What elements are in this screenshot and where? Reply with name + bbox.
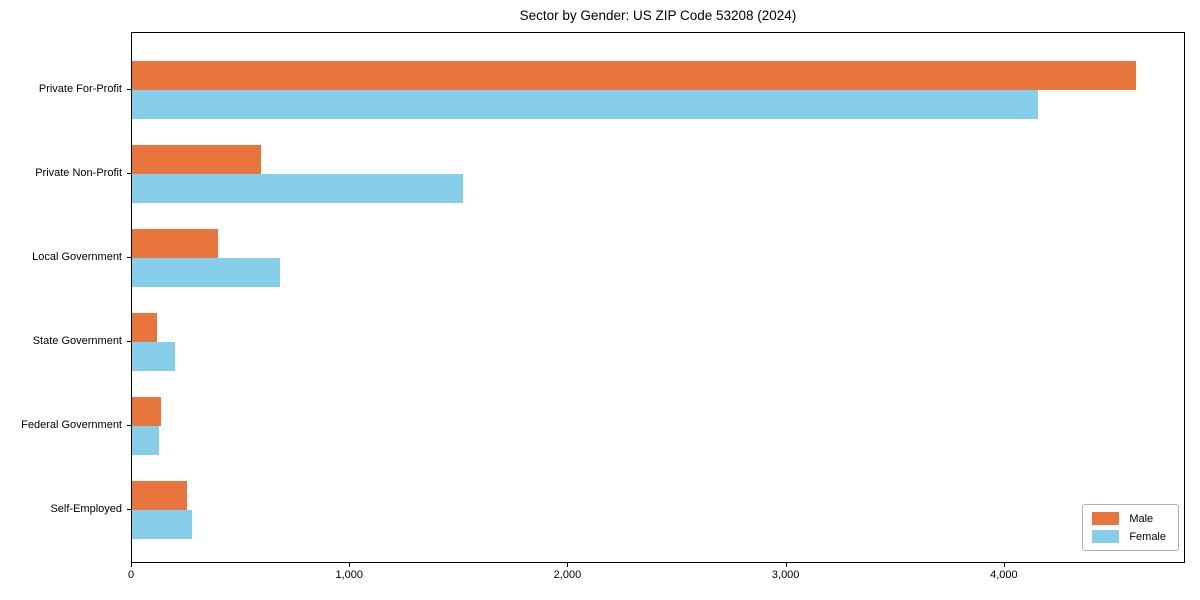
y-tick-mark <box>127 425 131 426</box>
x-tick-mark <box>131 563 132 567</box>
bar-male-self-employed <box>132 481 187 510</box>
y-tick-label: State Government <box>32 335 122 347</box>
x-tick-label: 3,000 <box>771 569 800 581</box>
y-tick-mark <box>127 257 131 258</box>
x-tick-label: 0 <box>127 569 135 581</box>
y-tick-mark <box>127 341 131 342</box>
y-tick-mark <box>127 89 131 90</box>
bar-female-state-government <box>132 342 175 371</box>
legend-label: Male <box>1129 512 1154 525</box>
bar-male-private-for-profit <box>132 61 1136 90</box>
plot-area: Male Female <box>131 32 1185 563</box>
chart-title: Sector by Gender: US ZIP Code 53208 (202… <box>519 8 797 23</box>
y-tick-label: Local Government <box>32 251 122 263</box>
legend: Male Female <box>1082 504 1179 551</box>
bar-male-federal-government <box>132 397 161 426</box>
x-tick-mark <box>785 563 787 567</box>
bar-male-local-government <box>132 229 218 258</box>
bar-male-private-non-profit <box>132 145 261 174</box>
y-tick-mark <box>127 173 131 174</box>
y-tick-mark <box>127 509 131 510</box>
bar-male-state-government <box>132 313 157 342</box>
x-tick-label: 4,000 <box>990 569 1018 581</box>
y-tick-label: Private For-Profit <box>38 83 122 95</box>
legend-item-male: Male <box>1092 512 1166 525</box>
legend-swatch-female <box>1092 530 1120 543</box>
legend-item-female: Female <box>1092 530 1166 543</box>
bar-female-federal-government <box>132 426 159 455</box>
x-tick-mark <box>1003 563 1005 567</box>
bar-female-self-employed <box>132 510 192 539</box>
x-tick-mark <box>349 563 351 567</box>
bar-female-local-government <box>132 258 280 287</box>
y-tick-label: Private Non-Profit <box>35 167 122 179</box>
legend-label: Female <box>1129 530 1166 543</box>
y-tick-label: Self-Employed <box>50 503 122 515</box>
legend-swatch-male <box>1092 512 1120 525</box>
x-tick-label: 2,000 <box>553 569 582 581</box>
x-tick-label: 1,000 <box>335 569 363 581</box>
y-tick-label: Federal Government <box>21 419 122 431</box>
bar-female-private-for-profit <box>132 90 1038 119</box>
bar-female-private-non-profit <box>132 174 463 203</box>
x-tick-mark <box>567 563 569 567</box>
